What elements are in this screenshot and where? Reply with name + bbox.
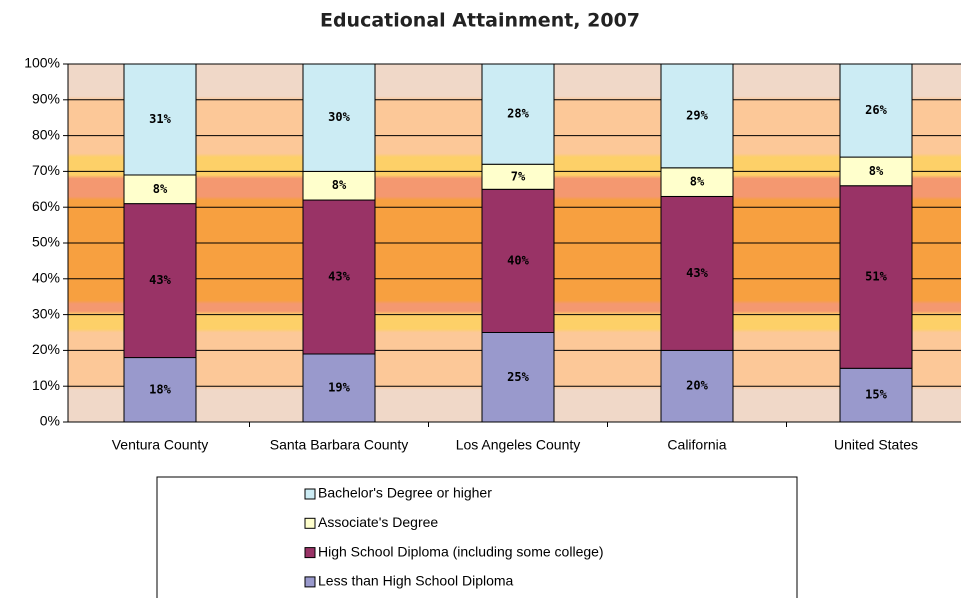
legend-label: Less than High School Diploma <box>318 573 514 589</box>
y-tick-label: 0% <box>40 413 60 429</box>
bar-segment <box>302 199 376 355</box>
y-tick-label: 40% <box>32 270 60 286</box>
value-label: 8% <box>869 164 884 178</box>
value-label: 25% <box>507 370 529 384</box>
value-label: 30% <box>328 110 350 124</box>
value-label: 43% <box>328 270 350 284</box>
bar-segment <box>302 63 376 172</box>
chart-title: Educational Attainment, 2007 <box>320 10 640 32</box>
x-tick-label: California <box>667 437 726 453</box>
legend-swatch <box>304 576 316 588</box>
x-tick-label: Los Angeles County <box>456 437 581 453</box>
bar-segment <box>123 174 197 205</box>
bar-segment <box>839 367 913 423</box>
value-label: 40% <box>507 253 529 267</box>
value-label: 43% <box>149 273 171 287</box>
bar-segment <box>839 185 913 369</box>
value-label: 51% <box>865 270 887 284</box>
value-label: 8% <box>690 175 705 189</box>
bar-segment <box>481 332 555 423</box>
y-tick-label: 30% <box>32 305 60 321</box>
y-tick-label: 60% <box>32 198 60 214</box>
value-label: 26% <box>865 103 887 117</box>
legend-swatch <box>304 547 316 559</box>
x-tick-label: Santa Barbara County <box>270 437 409 453</box>
value-label: 8% <box>153 182 168 196</box>
x-tick-label: United States <box>834 437 918 453</box>
value-label: 7% <box>511 169 526 183</box>
value-label: 43% <box>686 266 708 280</box>
y-tick-label: 90% <box>32 91 60 107</box>
bar-segment <box>123 203 197 359</box>
bar-segment <box>839 63 913 158</box>
bar-segment <box>123 63 197 176</box>
value-label: 18% <box>149 382 171 396</box>
value-label: 28% <box>507 107 529 121</box>
bar-segment <box>481 63 555 165</box>
legend-swatch <box>304 488 316 500</box>
legend-label: High School Diploma (including some coll… <box>318 543 604 559</box>
bar-segment <box>660 195 734 351</box>
y-tick-label: 100% <box>24 55 60 71</box>
bar-segment <box>481 188 555 333</box>
legend-box <box>156 476 798 598</box>
y-tick-label: 10% <box>32 377 60 393</box>
bar-segment <box>481 163 555 190</box>
bar-segment <box>660 63 734 169</box>
bar-segment <box>660 167 734 197</box>
legend-swatch <box>304 517 316 529</box>
value-label: 19% <box>328 380 350 394</box>
value-label: 29% <box>686 108 708 122</box>
bar-segment <box>660 349 734 423</box>
bar-segment <box>839 156 913 187</box>
x-tick-label: Ventura County <box>112 437 209 453</box>
y-tick-label: 70% <box>32 162 60 178</box>
value-label: 20% <box>686 379 708 393</box>
legend-label: Associate's Degree <box>318 514 438 530</box>
value-label: 15% <box>865 388 887 402</box>
value-label: 31% <box>149 112 171 126</box>
legend-label: Bachelor's Degree or higher <box>318 485 492 501</box>
y-tick-label: 20% <box>32 341 60 357</box>
value-label: 8% <box>332 178 347 192</box>
y-tick-label: 80% <box>32 126 60 142</box>
y-tick-label: 50% <box>32 234 60 250</box>
